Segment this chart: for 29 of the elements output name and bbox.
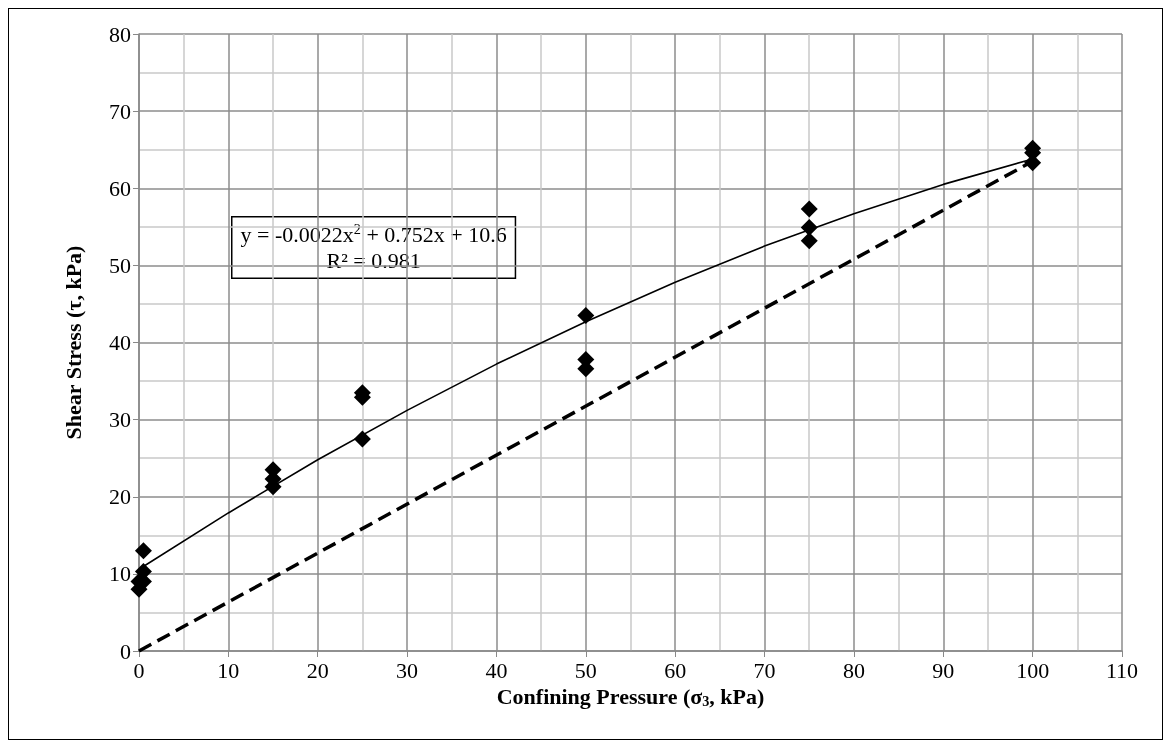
y-tick-label: 80 <box>109 21 131 47</box>
x-tick-label: 60 <box>664 657 687 683</box>
point <box>577 307 595 325</box>
point <box>353 430 371 448</box>
y-tick-label: 20 <box>109 484 131 510</box>
x-tick-label: 40 <box>485 657 508 683</box>
x-tick-label: 20 <box>306 657 329 683</box>
x-tick-label: 80 <box>842 657 865 683</box>
y-tick-label: 70 <box>109 98 131 124</box>
x-tick-label: 70 <box>753 657 776 683</box>
point <box>800 219 818 237</box>
y-tick-label: 40 <box>109 330 131 355</box>
x-tick-label: 30 <box>396 657 419 683</box>
x-tick-label: 90 <box>932 657 955 683</box>
y-axis-title: Shear Stress (τ, kPa) <box>60 245 86 440</box>
y-tick-label: 0 <box>120 638 131 664</box>
x-tick-label: 10 <box>217 657 240 683</box>
annotation: R² = 0.981 <box>326 248 421 273</box>
point <box>800 200 818 218</box>
x-tick-label: 100 <box>1016 657 1050 683</box>
x-tick-label: 110 <box>1105 657 1139 683</box>
y-tick-label: 50 <box>109 252 131 278</box>
y-tick-label: 60 <box>109 175 131 201</box>
x-tick-label: 50 <box>574 657 597 683</box>
x-axis-title: Confining Pressure (σ3, kPa) <box>496 684 765 710</box>
point <box>800 232 818 250</box>
point <box>134 542 152 560</box>
y-tick-label: 30 <box>109 407 131 433</box>
y-tick-label: 10 <box>109 561 131 587</box>
